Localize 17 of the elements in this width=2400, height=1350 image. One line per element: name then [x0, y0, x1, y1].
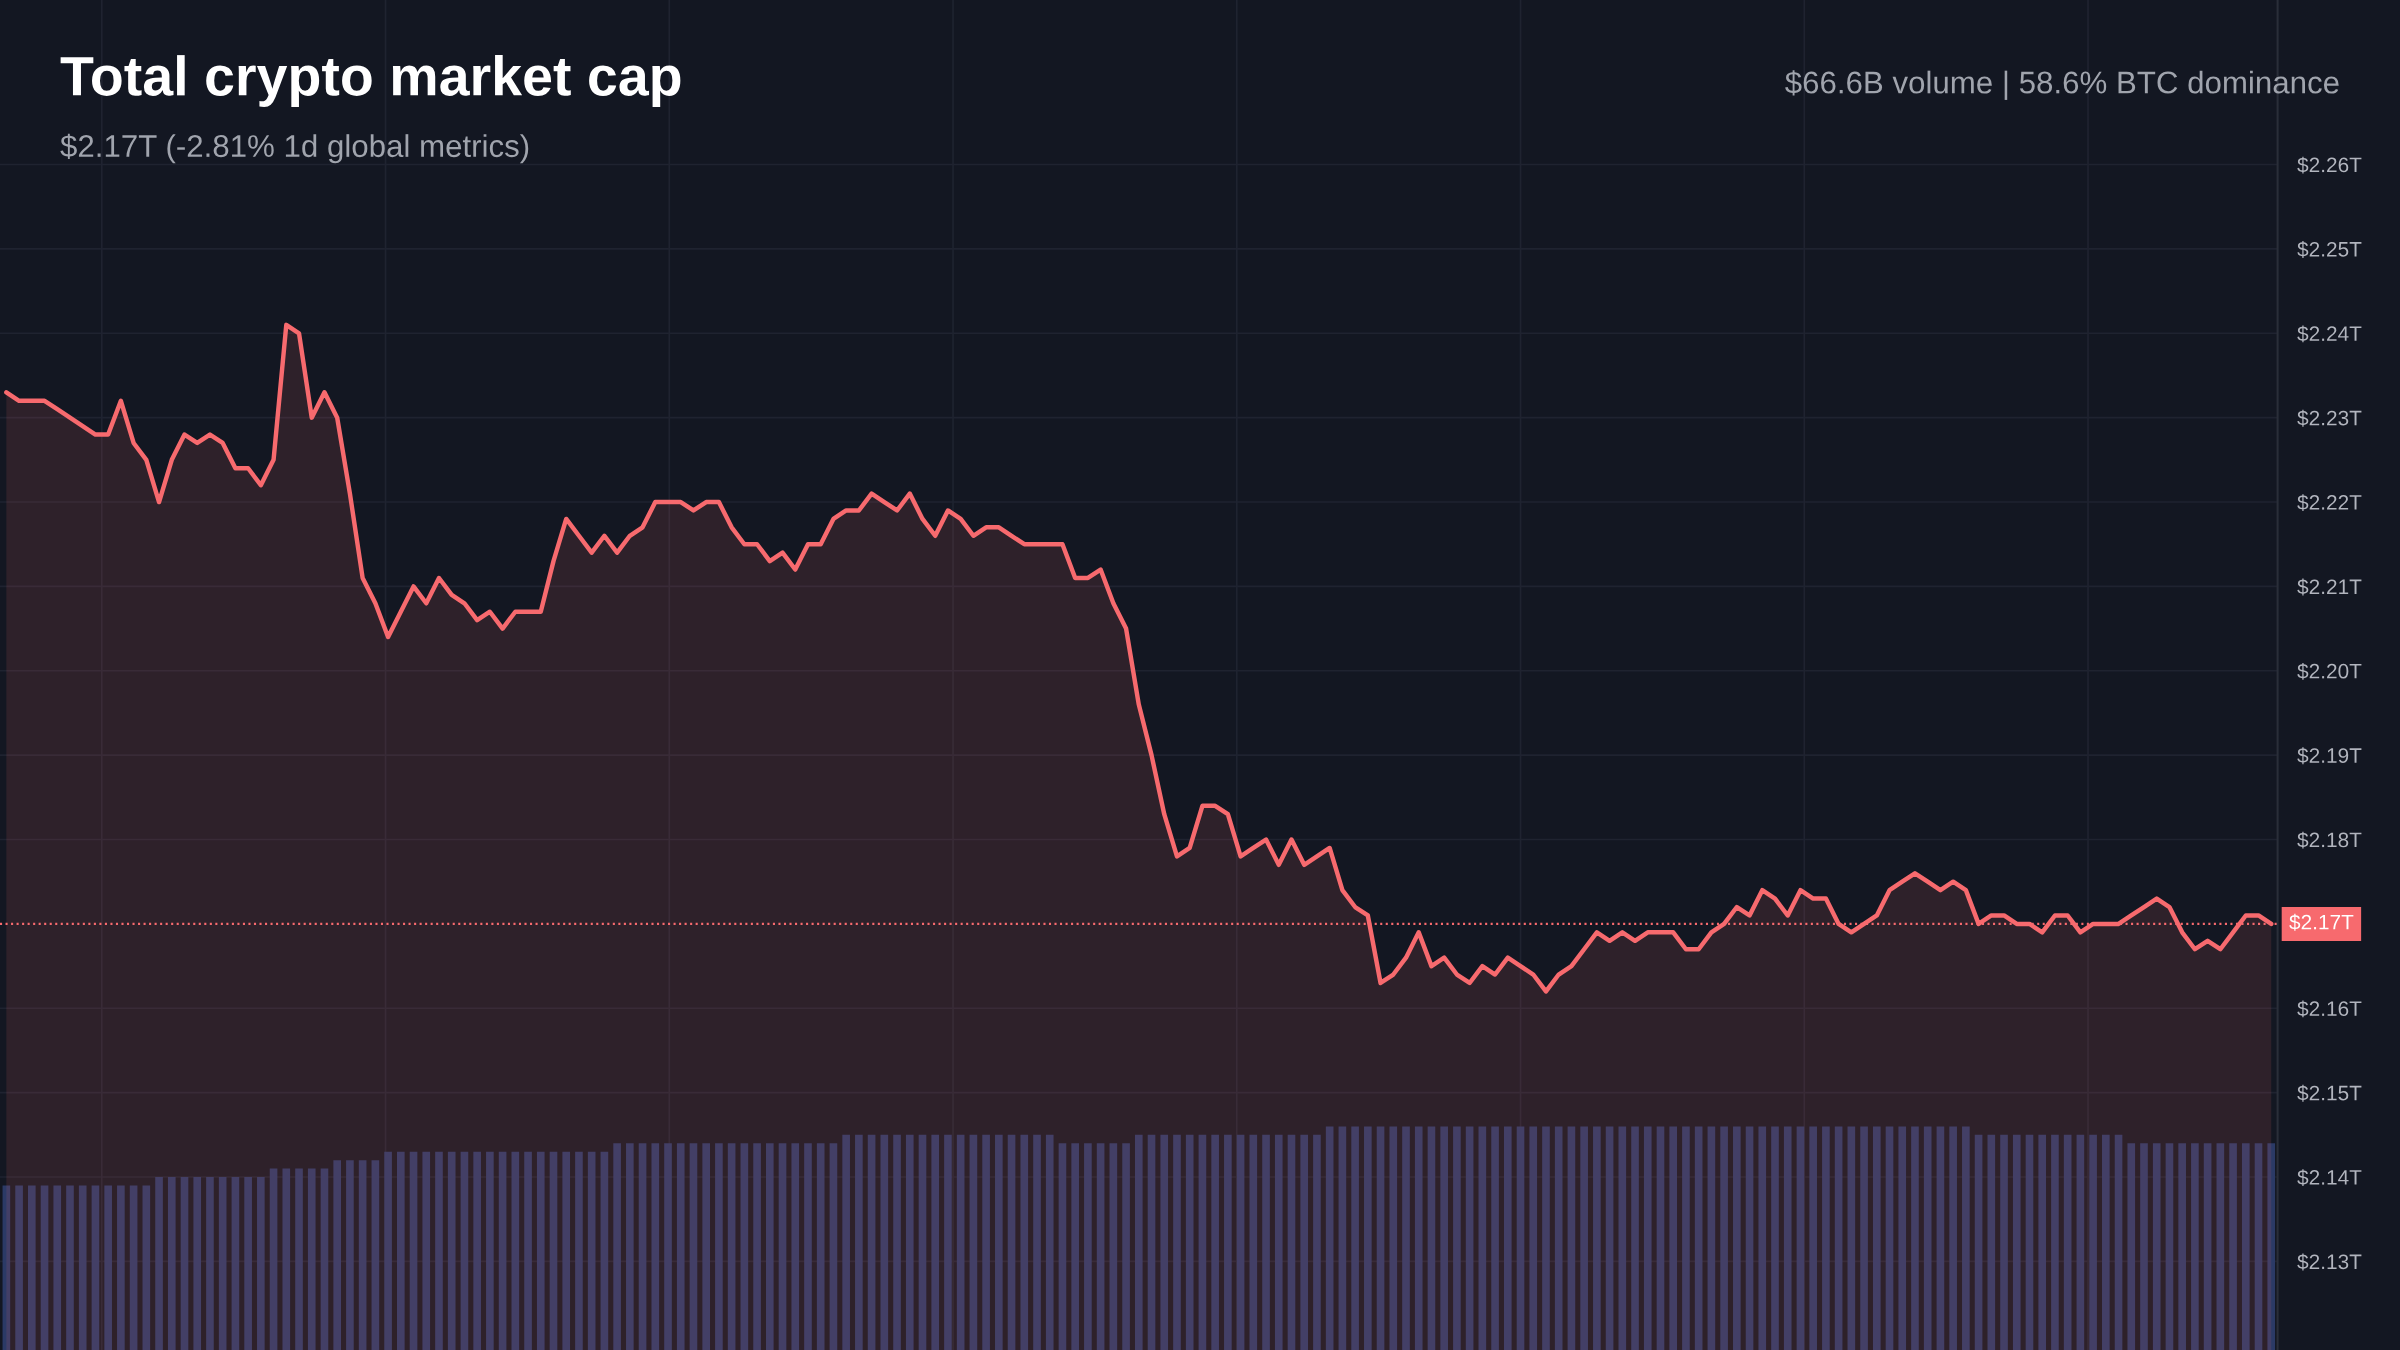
y-tick-label: $2.25T: [2297, 241, 2362, 258]
y-tick-label: $2.14T: [2297, 1169, 2362, 1187]
y-tick-label: $2.24T: [2297, 325, 2362, 343]
text: $2.17T (-2.81% 1d global metrics): [60, 133, 529, 164]
y-tick-label: $2.16T: [2297, 1000, 2362, 1018]
annotation: $66.6B volume | 58.6% BTC dominance: [1785, 70, 2339, 100]
y-tick-label: $2.15T: [2297, 1084, 2362, 1102]
ref-line-label: $2.17T: [2289, 913, 2354, 931]
y-tick-label: $2.18T: [2297, 831, 2362, 849]
y-tick-label: $2.19T: [2297, 747, 2362, 765]
y-tick-label: $2.26T: [2297, 156, 2362, 174]
y-tick-label: $2.23T: [2297, 409, 2362, 427]
y-tick-label: $2.20T: [2297, 662, 2362, 680]
text: Total crypto market cap: [60, 55, 681, 107]
y-tick-label: $2.21T: [2297, 578, 2362, 596]
y-tick-label: $2.22T: [2297, 494, 2362, 512]
y-tick-label: $2.13T: [2297, 1253, 2362, 1271]
